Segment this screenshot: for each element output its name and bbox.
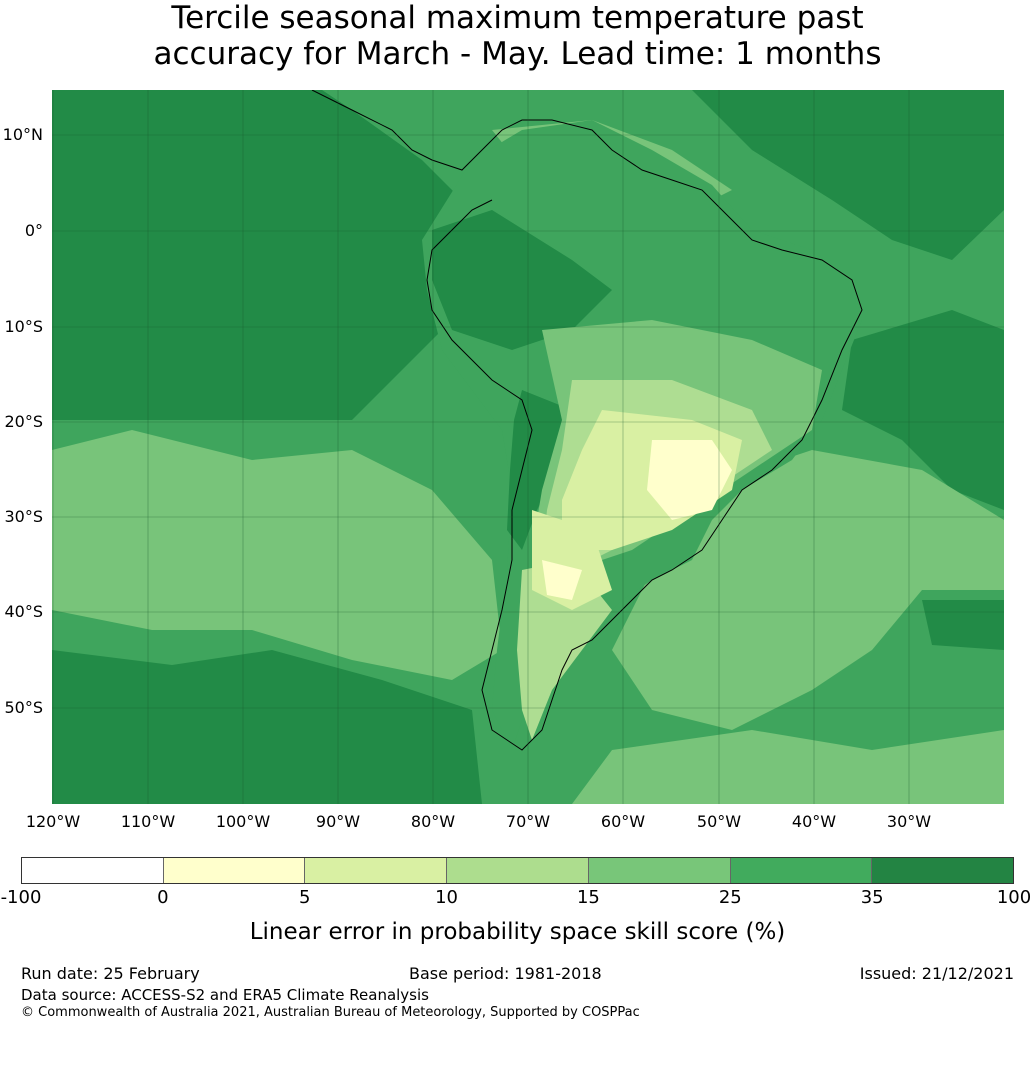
lon-label: 120°W <box>25 812 81 831</box>
skill-score-map <box>52 90 1004 804</box>
lon-label: 110°W <box>120 812 176 831</box>
colorbar-segment <box>163 858 306 883</box>
land-amazon-dark <box>432 210 612 350</box>
land-southern-light <box>517 560 612 740</box>
lon-label: 80°W <box>410 812 456 831</box>
dark-zone-east-atlantic <box>842 310 1004 510</box>
colorbar-segment <box>872 858 1014 883</box>
lon-label: 40°W <box>791 812 837 831</box>
lat-label: 30°S <box>4 507 43 526</box>
colorbar-tick-label: -100 <box>0 887 42 908</box>
lat-label: 0° <box>24 221 43 240</box>
coastline <box>311 90 863 751</box>
colorbar-segment <box>447 858 589 883</box>
colorbar-tick-label: 100 <box>996 887 1032 908</box>
mid-zone-southern <box>572 730 1004 804</box>
lat-label: 20°S <box>4 412 43 431</box>
colorbar-tick-label: 35 <box>860 887 884 908</box>
land-andes-dark <box>507 390 572 550</box>
dark-zone-south-pacific <box>52 650 482 804</box>
colorbar-tick-label: 10 <box>435 887 459 908</box>
colorbar-segment <box>588 858 731 883</box>
lat-label: 50°S <box>4 698 43 717</box>
map-gridlines <box>52 90 1004 804</box>
land-cream-south <box>542 560 582 600</box>
lon-label: 60°W <box>600 812 646 831</box>
colorbar-tick-label: 25 <box>718 887 742 908</box>
run-date: Run date: 25 February <box>21 964 200 983</box>
data-source: Data source: ACCESS-S2 and ERA5 Climate … <box>21 986 429 1004</box>
land-cream-core <box>647 440 732 520</box>
lat-label: 10°S <box>4 317 43 336</box>
colorbar-tick-label: 5 <box>298 887 311 908</box>
issued-date: Issued: 21/12/2021 <box>859 964 1014 983</box>
colorbar-segment <box>22 858 164 883</box>
colorbar-segment <box>730 858 873 883</box>
mid-zone-southeast-pacific <box>52 430 502 680</box>
title-line-2: accuracy for March - May. Lead time: 1 m… <box>153 36 882 72</box>
dark-zone-south-atlantic <box>922 600 1004 650</box>
lon-label: 30°W <box>886 812 932 831</box>
map-title: Tercile seasonal maximum temperature pas… <box>0 0 1035 72</box>
copyright: © Commonwealth of Australia 2021, Austra… <box>21 1005 640 1020</box>
lon-label: 90°W <box>315 812 361 831</box>
base-period: Base period: 1981-2018 <box>409 964 602 983</box>
title-line-1: Tercile seasonal maximum temperature pas… <box>171 0 864 36</box>
colorbar-tick-label: 0 <box>157 887 169 908</box>
lat-label: 40°S <box>4 602 43 621</box>
colorbar-label: Linear error in probability space skill … <box>249 919 786 945</box>
colorbar <box>21 857 1014 884</box>
lat-label: 10°N <box>2 125 43 144</box>
dark-zone-north-atlantic <box>692 90 1004 260</box>
colorbar-tick-label: 15 <box>576 887 600 908</box>
dark-zone-north-pacific <box>52 90 472 420</box>
lon-label: 50°W <box>696 812 742 831</box>
colorbar-segment <box>305 858 448 883</box>
lon-label: 70°W <box>505 812 551 831</box>
lon-label: 100°W <box>215 812 271 831</box>
